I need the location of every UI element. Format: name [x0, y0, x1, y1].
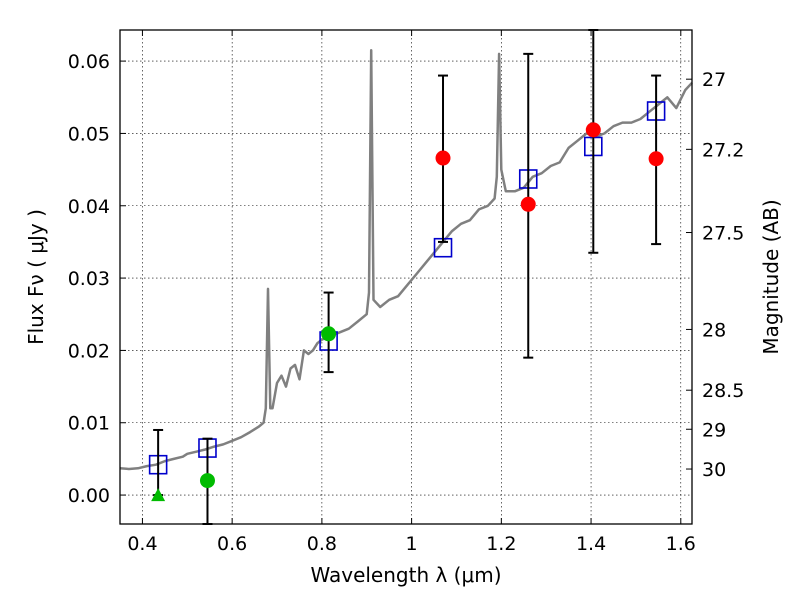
- y2-tick-label: 28.5: [702, 380, 744, 402]
- data-point-circle: [585, 122, 601, 138]
- y-tick-label: 0.05: [68, 123, 110, 145]
- x-tick-label: 1: [406, 533, 418, 555]
- y2-tick-label: 27.2: [702, 139, 744, 161]
- plot-area: [119, 29, 693, 525]
- data-point-circle: [648, 151, 664, 167]
- y-tick-label: 0.04: [68, 196, 110, 218]
- x-tick-label: 0.6: [217, 533, 247, 555]
- data-point-circle: [199, 473, 215, 489]
- y-tick-label: 0.00: [68, 485, 110, 507]
- y2-axis-label: Magnitude (AB): [759, 199, 783, 354]
- y2-tick-label: 28: [702, 319, 726, 341]
- spectrum-line: [119, 49, 693, 471]
- x-tick-label: 1.2: [486, 533, 516, 555]
- x-tick-label: 1.4: [576, 533, 606, 555]
- y2-tick-label: 27.5: [702, 223, 744, 245]
- y2-axis: 27 27.2 27.5 28 28.5 29 30: [686, 69, 744, 481]
- y-tick-label: 0.03: [68, 268, 110, 290]
- upper-limit-triangle: [151, 488, 166, 502]
- x-axis: 0.4 0.6 0.8 1 1.2 1.4 1.6: [127, 30, 696, 555]
- data-point-circle: [520, 196, 536, 212]
- y-axis: 0.00 0.01 0.02 0.03 0.04 0.05 0.06: [68, 51, 126, 507]
- x-tick-label: 0.8: [307, 533, 337, 555]
- y-axis-label: Flux Fν ( μJy ): [24, 209, 48, 345]
- x-tick-label: 0.4: [127, 533, 157, 555]
- data-point-circle: [435, 150, 451, 166]
- y-tick-label: 0.01: [68, 413, 110, 435]
- y-tick-label: 0.02: [68, 340, 110, 362]
- y2-tick-label: 29: [702, 419, 726, 441]
- x-axis-label: Wavelength λ (μm): [310, 563, 501, 587]
- data-point-circle: [321, 326, 337, 342]
- y-tick-label: 0.06: [68, 51, 110, 73]
- plot-frame: [119, 29, 693, 525]
- x-tick-label: 1.6: [666, 533, 696, 555]
- y2-tick-label: 27: [702, 69, 726, 91]
- y2-tick-label: 30: [702, 459, 726, 481]
